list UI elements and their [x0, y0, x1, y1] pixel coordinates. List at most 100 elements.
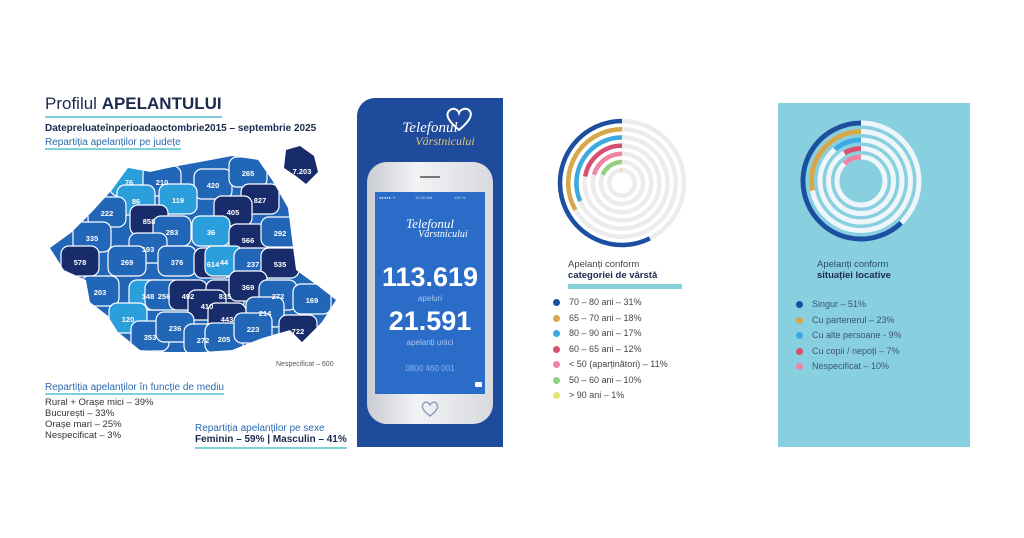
battery-icon: 100 %: [454, 195, 466, 200]
legend-dot-icon: [553, 314, 560, 322]
environment-title: Repartiția apelanților în funcție de med…: [45, 382, 224, 395]
period-subtitle: Datepreluateînperioadaoctombrie2015 – se…: [45, 123, 317, 134]
legend-item: 50 – 60 ani – 10%: [553, 373, 668, 389]
age-chart-title: Apelanți conform categoriei de vârstă: [568, 259, 682, 289]
county-count: 193: [142, 245, 155, 254]
environment-list: Rural + Orașe mici – 39% București – 33%…: [45, 397, 154, 441]
legend-label: Singur – 51%: [812, 299, 867, 309]
county-count: 614: [207, 260, 220, 269]
home-heart-icon[interactable]: [420, 400, 440, 418]
county-count: 86: [132, 197, 140, 206]
speaker: [420, 176, 440, 178]
legend-label: 65 – 70 ani – 18%: [569, 312, 642, 323]
county-count: 858: [143, 217, 156, 226]
county-count: 492: [182, 292, 195, 301]
legend-label: 50 – 60 ani – 10%: [569, 374, 642, 385]
legend-label: < 50 (aparținători) – 11%: [569, 359, 668, 369]
county-count: 205: [218, 335, 231, 344]
ring-bar: [843, 146, 862, 156]
legend-item: Cu copii / nepoți – 7%: [796, 344, 902, 360]
county-count: 256: [158, 292, 171, 301]
county-count: 283: [166, 228, 179, 237]
county-count: 214: [259, 309, 272, 318]
age-legend: 70 – 80 ani – 31% 65 – 70 ani – 18% 80 – 9…: [553, 295, 668, 404]
legend-dot-icon: [553, 361, 560, 369]
county-count: 410: [201, 302, 214, 311]
county-shape: [60, 245, 100, 277]
county-count: 272: [272, 292, 285, 301]
camera-icon: [475, 382, 482, 387]
county-count: 335: [86, 234, 99, 243]
environment-item: Nespecificat – 3%: [45, 430, 122, 441]
county-count: 237: [247, 260, 260, 269]
county-count: 535: [274, 260, 287, 269]
ring-bar: [574, 135, 623, 202]
county-shape: [292, 283, 332, 315]
legend-dot-icon: [796, 363, 803, 371]
legend-item: 65 – 70 ani – 18%: [553, 311, 668, 327]
legend-label: Cu partenerul – 23%: [812, 314, 895, 325]
phone-mockup: ●●●●● ᯤ 12:30 AM 100 % Telefonul Vârstnic…: [367, 162, 493, 424]
ring-bar: [591, 151, 623, 176]
county-shape: [158, 183, 198, 215]
legend-label: 70 – 80 ani – 31%: [569, 297, 642, 307]
county-section-title: Repartiția apelanților pe județe: [45, 137, 181, 150]
county-count: 203: [94, 288, 107, 297]
legend-item: Nespecificat – 10%: [796, 359, 902, 375]
county-count: 827: [254, 196, 267, 205]
county-count: 223: [247, 325, 260, 334]
county-count: 420: [207, 181, 220, 190]
county-count: 7.203: [293, 167, 312, 176]
county-count: 236: [169, 324, 182, 333]
living-chart-title: Apelanți conform situației locative: [817, 259, 891, 281]
heart-icon: [446, 107, 472, 132]
moldova-region: [284, 146, 318, 184]
county-count: 369: [242, 283, 255, 292]
county-count: 578: [74, 258, 87, 267]
legend-item: Singur – 51%: [796, 297, 902, 313]
hotline-number[interactable]: 0800 460 001: [405, 364, 455, 373]
county-count: 376: [171, 258, 184, 267]
ring-bar: [600, 159, 623, 176]
ring-bar: [842, 154, 862, 166]
page-title: Profilul APELANTULUI: [45, 94, 222, 118]
ring-bar: [809, 129, 862, 191]
unique-callers-label: apelanți unici: [406, 338, 454, 347]
ring-bar: [800, 120, 903, 242]
county-count: 566: [242, 236, 255, 245]
county-count: 76: [125, 178, 133, 187]
legend-item: Cu partenerul – 23%: [796, 313, 902, 329]
legend-label: Nespecificat – 10%: [812, 361, 890, 371]
ring-track: [606, 167, 638, 199]
county-count: 148: [142, 292, 155, 301]
county-count: 169: [306, 296, 319, 305]
ring-track: [817, 137, 905, 225]
county-count: 292: [274, 229, 287, 238]
county-count: 120: [122, 315, 135, 324]
unique-callers-count: 21.591: [388, 306, 472, 336]
county-count: 405: [227, 208, 240, 217]
unspecified-count: Nespecificat – 600: [276, 361, 334, 368]
legend-label: > 90 ani – 1%: [569, 390, 625, 400]
county-count: 272: [197, 336, 210, 345]
living-radial-chart: [800, 120, 922, 242]
legend-label: 60 – 65 ani – 12%: [569, 343, 642, 354]
legend-dot-icon: [796, 301, 803, 309]
legend-dot-icon: [796, 332, 803, 340]
legend-item: 80 – 90 ani – 17%: [553, 326, 668, 342]
wifi-icon: ●●●●● ᯤ: [379, 195, 396, 200]
county-count: 44: [220, 258, 229, 267]
county-count: 722: [292, 327, 305, 336]
legend-label: 80 – 90 ani – 17%: [569, 328, 642, 338]
age-radial-chart: [557, 118, 687, 248]
legend-dot-icon: [796, 347, 803, 355]
legend-dot-icon: [796, 316, 803, 324]
gender-value: Feminin – 59% | Masculin – 41%: [195, 434, 347, 449]
county-count: 835: [219, 292, 232, 301]
environment-item: București – 33%: [45, 408, 115, 419]
county-count: 36: [207, 228, 215, 237]
phone-panel: Telefonul Vârstnicului ●●●●● ᯤ 12:30 AM 1…: [357, 98, 503, 447]
phone-screen: ●●●●● ᯤ 12:30 AM 100 % Telefonul Vârstnic…: [375, 192, 485, 394]
county-count: 353: [144, 333, 157, 342]
romania-county-map: 7.203 76 210 420 265 86 119 827 222 858 405 283 36 56…: [50, 146, 336, 352]
